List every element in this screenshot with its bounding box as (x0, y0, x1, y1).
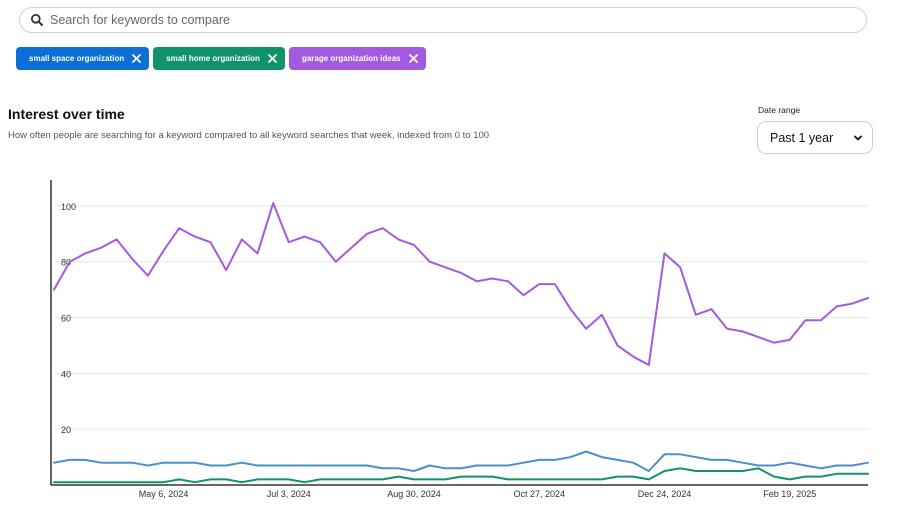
page-subtitle: How often people are searching for a key… (8, 130, 490, 141)
series-line (53, 467, 869, 484)
x-tick-label: Oct 27, 2024 (513, 489, 565, 499)
x-tick-label: Dec 24, 2024 (638, 489, 692, 499)
date-range-value: Past 1 year (770, 130, 834, 145)
x-tick-label: May 6, 2024 (139, 489, 189, 499)
search-input[interactable] (50, 13, 866, 27)
y-tick-label: 100 (61, 202, 76, 212)
y-tick-label: 60 (61, 314, 71, 324)
keyword-chip[interactable]: small home organization (153, 47, 285, 70)
series-line (53, 450, 869, 472)
chip-label: small space organization (29, 54, 125, 63)
chip-label: small home organization (166, 54, 260, 63)
interest-chart: 20 40 60 80 100 May 6, 2024 Jul 3, 2024 Aug 30,… (50, 180, 869, 499)
chip-label: garage organization ideas (301, 54, 401, 63)
keyword-chip[interactable]: small space organization (16, 47, 150, 70)
x-tick-label: Jul 3, 2024 (267, 489, 311, 499)
y-tick-label: 40 (61, 369, 71, 379)
keyword-chip[interactable]: garage organization ideas (288, 47, 426, 70)
date-range-select[interactable]: Past 1 year (757, 121, 873, 154)
page-title: Interest over time (8, 106, 125, 122)
keyword-chips: small space organization small home orga… (16, 47, 426, 70)
date-range-label: Date range (758, 105, 801, 115)
x-tick-label: Aug 30, 2024 (387, 489, 441, 499)
search-bar[interactable] (19, 7, 867, 33)
y-tick-label: 20 (61, 425, 71, 435)
search-icon (30, 13, 44, 27)
x-tick-label: Feb 19, 2025 (763, 489, 816, 499)
y-tick-label: 80 (61, 258, 71, 268)
close-icon[interactable] (408, 54, 418, 63)
chevron-down-icon (853, 133, 863, 143)
close-icon[interactable] (268, 54, 277, 63)
close-icon[interactable] (132, 54, 142, 63)
series-line (53, 202, 869, 366)
